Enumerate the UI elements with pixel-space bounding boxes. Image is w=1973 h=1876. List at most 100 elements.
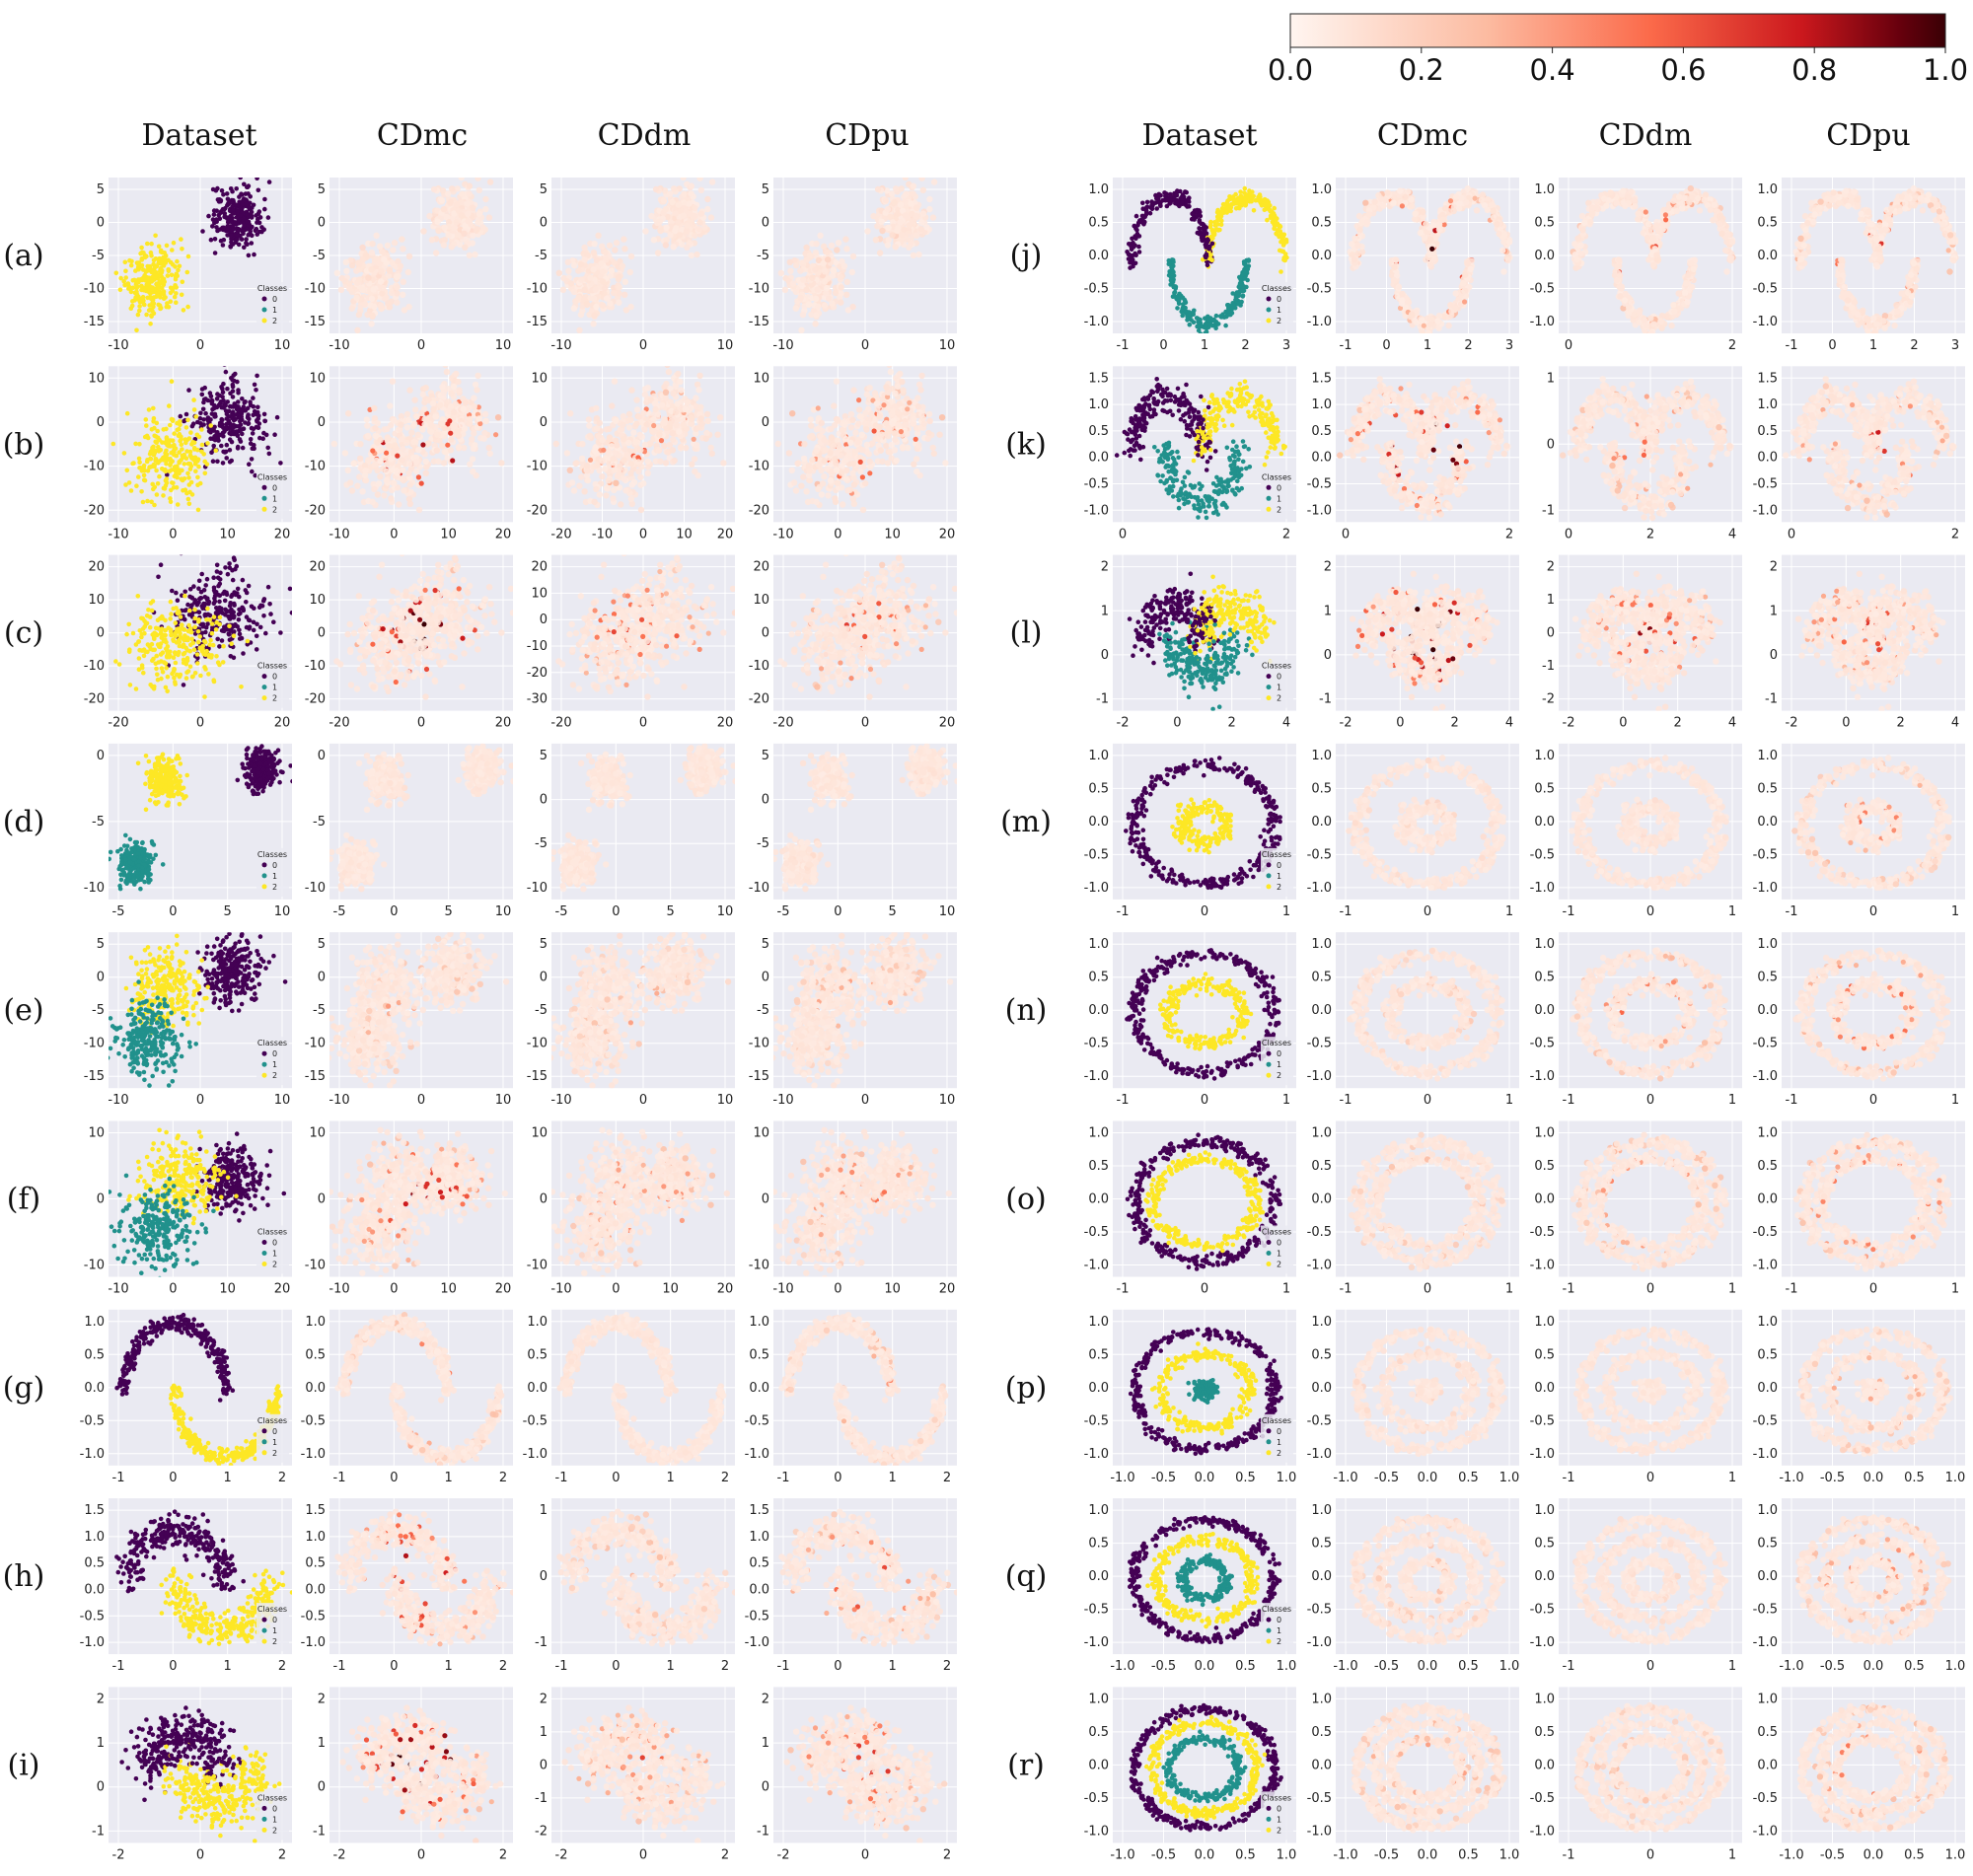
data-point-class-2 — [186, 501, 192, 507]
cd-score-point — [616, 290, 622, 297]
data-point-class-0 — [238, 213, 244, 218]
cd-score-point — [470, 204, 476, 211]
cd-score-point — [942, 460, 949, 467]
cd-score-point — [908, 200, 914, 207]
cd-score-point — [800, 455, 808, 463]
data-point-class-2 — [186, 608, 192, 613]
cd-score-point — [914, 395, 921, 401]
column-header-dataset: Dataset — [1141, 118, 1257, 153]
cd-score-point — [475, 372, 481, 380]
cd-score-point — [825, 256, 832, 263]
y-tick-label: -10 — [527, 460, 548, 474]
row-label: (h) — [3, 1559, 45, 1594]
data-point-class-2 — [157, 459, 162, 464]
y-tick-label: 10 — [309, 593, 326, 608]
cd-score-point — [593, 485, 600, 493]
cd-score-point — [635, 459, 642, 466]
cd-score-point — [617, 257, 623, 265]
data-point-class-2 — [113, 659, 118, 664]
data-point-class-2 — [178, 614, 183, 619]
data-point-class-0 — [220, 206, 226, 212]
cd-score-point — [433, 447, 440, 454]
x-tick-label: -10 — [108, 527, 128, 541]
data-point-class-2 — [145, 281, 151, 286]
cd-score-point — [448, 390, 455, 397]
cd-score-point — [381, 256, 388, 263]
cd-score-point — [568, 479, 576, 486]
y-tick-label: 5 — [762, 182, 769, 197]
data-point-class-2 — [151, 405, 156, 411]
data-point-class-0 — [230, 409, 236, 415]
data-point-class-0 — [244, 241, 249, 246]
cd-score-point — [919, 210, 927, 217]
data-point-class-0 — [181, 683, 186, 687]
data-point-class-0 — [217, 216, 223, 221]
cd-score-point — [570, 288, 578, 296]
data-point-class-2 — [211, 678, 216, 683]
data-point-class-0 — [227, 437, 233, 443]
data-point-class-2 — [180, 468, 184, 473]
data-point-class-2 — [179, 476, 184, 482]
data-point-class-2 — [174, 291, 179, 296]
cd-score-point — [406, 387, 413, 394]
data-point-class-0 — [262, 206, 267, 212]
cd-score-point — [356, 276, 363, 283]
data-point-class-2 — [155, 272, 161, 278]
cd-score-point — [397, 262, 404, 269]
cd-score-point — [429, 400, 437, 407]
data-point-class-2 — [148, 322, 153, 326]
cd-score-point — [670, 244, 677, 251]
cd-score-point — [609, 402, 616, 409]
data-point-class-2 — [174, 453, 180, 459]
y-tick-label: 10 — [309, 371, 326, 386]
data-point-class-2 — [191, 397, 196, 402]
data-point-class-2 — [171, 669, 177, 674]
data-point-class-0 — [233, 371, 238, 377]
cd-score-point — [682, 405, 689, 412]
cd-score-point — [930, 450, 937, 458]
cd-score-point — [593, 256, 601, 264]
cd-score-point — [637, 473, 644, 481]
cd-score-point — [620, 421, 626, 428]
cd-score-point — [926, 417, 933, 424]
colorbar-gradient — [1289, 13, 1946, 48]
cd-score-point — [704, 195, 711, 203]
cd-score-point — [578, 455, 586, 463]
y-tick-label: 10 — [531, 371, 548, 386]
data-point-class-0 — [222, 366, 227, 367]
data-point-class-2 — [190, 439, 195, 445]
cd-score-point — [662, 389, 670, 396]
cd-score-point — [844, 487, 851, 494]
data-point-class-0 — [231, 197, 236, 203]
data-point-class-2 — [152, 425, 157, 431]
cd-score-point — [897, 201, 905, 208]
cd-score-point — [598, 259, 605, 267]
cd-score-point — [385, 300, 392, 307]
cd-score-point — [822, 447, 829, 454]
cd-score-point — [821, 458, 828, 465]
data-point-class-0 — [215, 636, 220, 642]
cd-score-point — [590, 266, 597, 273]
data-point-class-0 — [289, 611, 292, 615]
cd-score-point — [818, 419, 825, 427]
y-tick-label: -10 — [84, 282, 105, 297]
cd-score-point — [677, 232, 684, 239]
data-point-class-2 — [169, 461, 174, 466]
cd-score-point — [380, 466, 387, 472]
row-label: (r) — [1007, 1748, 1045, 1782]
data-point-class-0 — [249, 604, 255, 610]
data-point-class-2 — [139, 665, 145, 671]
cd-score-point — [625, 410, 633, 418]
data-point-class-0 — [239, 635, 245, 641]
cd-score-point — [458, 212, 466, 219]
cd-score-point — [667, 190, 674, 197]
legend-marker-class-2 — [261, 506, 267, 512]
cd-score-point — [374, 467, 381, 474]
data-point-class-2 — [165, 674, 171, 680]
data-point-class-0 — [235, 379, 240, 385]
data-point-class-2 — [183, 425, 189, 430]
cd-score-point — [362, 467, 369, 474]
cd-score-point — [578, 276, 585, 283]
cd-score-point — [832, 456, 839, 463]
cd-score-point — [800, 276, 807, 283]
